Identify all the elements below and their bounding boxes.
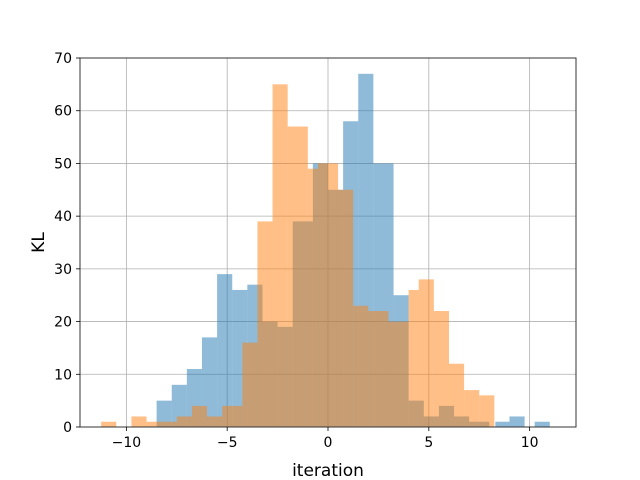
histogram-bar bbox=[201, 337, 218, 427]
histogram-bar bbox=[388, 321, 409, 427]
histogram-bar bbox=[479, 395, 495, 427]
histogram-bar bbox=[495, 421, 510, 427]
histogram-bar bbox=[161, 421, 177, 427]
y-tick-label: 50 bbox=[54, 156, 72, 172]
histogram-series-2 bbox=[101, 84, 495, 428]
histogram-bar bbox=[257, 221, 273, 427]
x-tick-label: 10 bbox=[521, 435, 539, 451]
histogram-bar bbox=[448, 363, 465, 427]
histogram-bar bbox=[509, 416, 525, 427]
y-tick-label: 30 bbox=[54, 262, 72, 278]
histogram-bar bbox=[156, 400, 172, 427]
histogram-bar bbox=[353, 305, 369, 427]
histogram-bar bbox=[317, 163, 339, 427]
histogram-bar bbox=[338, 189, 354, 427]
histogram-bar bbox=[131, 416, 147, 427]
histogram-bar bbox=[408, 289, 419, 427]
histogram-bar bbox=[242, 342, 258, 427]
histogram-bar bbox=[222, 405, 243, 427]
histogram-bar bbox=[464, 390, 480, 427]
histogram-bar bbox=[418, 279, 434, 427]
x-tick-label: −5 bbox=[217, 435, 238, 451]
y-tick-label: 40 bbox=[54, 209, 72, 225]
histogram-bar bbox=[146, 421, 162, 427]
y-tick-label: 60 bbox=[54, 104, 72, 120]
histogram-bar bbox=[207, 416, 223, 427]
y-tick-label: 0 bbox=[63, 420, 72, 436]
histogram-bar bbox=[101, 421, 117, 427]
histogram-bar bbox=[307, 168, 318, 427]
histogram-bar bbox=[287, 126, 308, 428]
y-axis-label: KL bbox=[29, 232, 49, 253]
y-tick-label: 10 bbox=[54, 367, 72, 383]
histogram-bar bbox=[433, 311, 449, 427]
histogram-bar bbox=[191, 405, 208, 427]
histogram-bar bbox=[176, 416, 192, 427]
histogram-bars bbox=[101, 73, 550, 428]
axis-ticks: −10 −5 0 5 10 0 10 20 30 40 50 60 70 bbox=[54, 51, 538, 451]
y-tick-label: 70 bbox=[54, 51, 72, 67]
histogram-bar bbox=[368, 311, 389, 427]
histogram-bar bbox=[272, 84, 288, 427]
x-tick-label: −10 bbox=[112, 435, 142, 451]
x-tick-label: 5 bbox=[424, 435, 433, 451]
y-tick-label: 20 bbox=[54, 315, 72, 331]
histogram-bar bbox=[217, 274, 233, 427]
x-axis-label: iteration bbox=[292, 461, 364, 480]
histogram-bar bbox=[534, 421, 550, 427]
x-tick-label: 0 bbox=[324, 435, 333, 451]
